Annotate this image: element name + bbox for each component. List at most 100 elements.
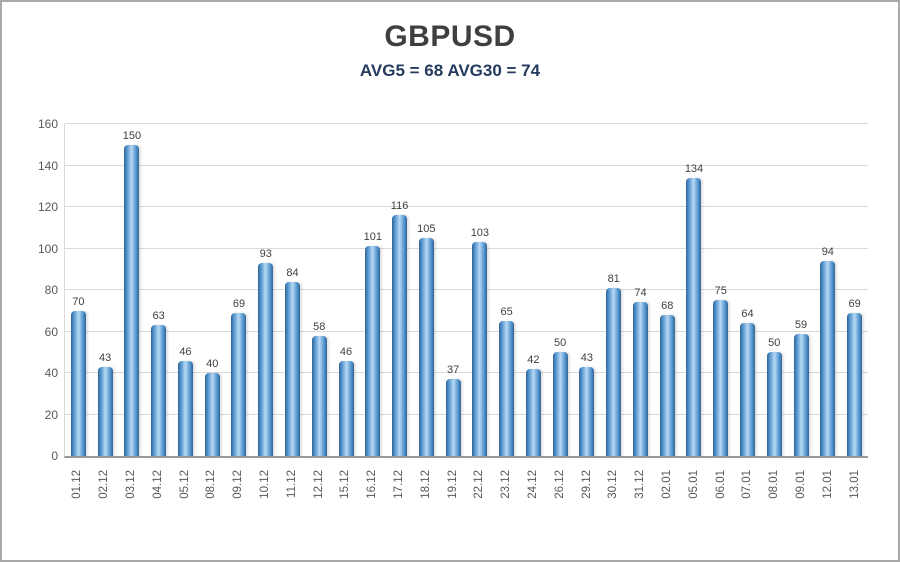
bars-container: 70 43 150 63 46 40 69 93 84 58 46 101 116 105 37 103 65 4… [65, 124, 868, 456]
x-label-slot: 04.12 [144, 464, 171, 544]
x-axis-tick-label: 09.12 [232, 470, 245, 499]
x-axis-tick-label: 01.12 [71, 470, 84, 499]
bar-value-label: 63 [152, 310, 165, 323]
x-axis-tick-label: 30.12 [607, 470, 620, 499]
y-axis-tick-label: 20 [44, 407, 58, 422]
bar-slot: 150 [119, 124, 146, 456]
gridline [65, 330, 868, 332]
bar-slot: 101 [359, 124, 386, 456]
bar-slot: 93 [252, 124, 279, 456]
x-label-slot: 07.01 [734, 464, 761, 544]
bar-02.01 [659, 314, 675, 456]
bar-02.12 [97, 366, 113, 456]
gridline [65, 289, 868, 290]
x-axis-tick-label: 07.01 [741, 470, 754, 499]
bar-value-label: 70 [72, 295, 85, 308]
bar-04.12 [151, 325, 167, 456]
bar-slot: 75 [707, 124, 734, 456]
bar-slot: 105 [413, 124, 440, 456]
y-axis-tick-label: 40 [44, 366, 58, 380]
bar-value-label: 43 [580, 351, 594, 364]
bar-value-label: 93 [259, 248, 272, 261]
x-axis-tick-label: 11.12 [285, 470, 298, 498]
x-axis-tick-label: 22.12 [473, 470, 486, 499]
bar-16.12 [365, 246, 381, 456]
bar-09.01 [793, 333, 809, 456]
bar-12.12 [311, 335, 327, 456]
bar-value-label: 46 [179, 345, 192, 358]
x-axis-tick-label: 04.12 [151, 470, 164, 499]
x-label-slot: 17.12 [386, 464, 413, 544]
bar-value-label: 65 [500, 306, 513, 319]
x-axis-tick-label: 16.12 [366, 470, 379, 499]
x-axis-tick-label: 08.12 [205, 470, 218, 499]
bar-05.01 [686, 177, 702, 456]
x-axis-tick-label: 17.12 [392, 470, 405, 499]
bar-08.01 [766, 352, 782, 456]
x-axis-tick-label: 19.12 [446, 470, 459, 499]
x-label-slot: 05.12 [171, 464, 198, 544]
bar-07.01 [740, 323, 756, 456]
x-axis-tick-label: 05.12 [178, 470, 191, 499]
bar-slot: 37 [440, 124, 467, 456]
x-label-slot: 01.12 [64, 464, 91, 544]
x-label-slot: 11.12 [278, 464, 305, 544]
bar-26.12 [552, 352, 568, 456]
bar-slot: 65 [493, 124, 520, 456]
bar-value-label: 46 [339, 345, 353, 358]
gridline [65, 413, 868, 415]
x-label-slot: 03.12 [118, 464, 145, 544]
bar-31.12 [632, 302, 648, 456]
y-axis-tick-label: 100 [37, 241, 58, 256]
x-label-slot: 29.12 [573, 464, 600, 544]
bar-slot: 94 [814, 124, 841, 456]
x-label-slot: 08.01 [761, 464, 788, 544]
bar-29.12 [579, 366, 595, 456]
x-label-slot: 12.01 [814, 464, 841, 544]
bar-slot: 42 [520, 124, 547, 456]
x-axis-tick-label: 05.01 [687, 470, 700, 499]
x-label-slot: 09.01 [788, 464, 815, 544]
y-axis-tick-label: 120 [37, 200, 58, 214]
x-label-slot: 31.12 [627, 464, 654, 544]
bar-value-label: 101 [363, 231, 382, 244]
x-label-slot: 12.12 [305, 464, 332, 544]
bar-slot: 69 [226, 124, 253, 456]
bar-value-label: 84 [286, 266, 299, 279]
x-axis-tick-label: 12.01 [821, 470, 834, 499]
bar-value-label: 116 [390, 200, 409, 213]
x-axis-tick-label: 29.12 [580, 470, 593, 499]
bar-03.12 [124, 144, 140, 456]
x-axis-tick-label: 26.12 [553, 470, 566, 499]
x-label-slot: 19.12 [439, 464, 466, 544]
bar-value-label: 59 [794, 318, 808, 331]
bar-08.12 [204, 373, 220, 456]
x-label-slot: 02.12 [91, 464, 118, 544]
x-label-slot: 05.01 [680, 464, 707, 544]
bar-value-label: 50 [554, 337, 567, 350]
gridline [65, 247, 868, 249]
x-axis-tick-label: 12.12 [312, 470, 325, 499]
bar-slot: 43 [574, 124, 601, 456]
bar-value-label: 40 [206, 358, 219, 370]
bar-value-label: 42 [527, 353, 540, 366]
bar-value-label: 75 [714, 285, 727, 298]
bar-value-label: 103 [470, 227, 490, 240]
x-label-slot: 13.01 [841, 464, 868, 544]
bar-value-label: 134 [684, 162, 704, 175]
bar-slot: 103 [466, 124, 493, 456]
bar-12.01 [820, 260, 836, 456]
bar-19.12 [445, 379, 461, 456]
y-axis-tick-label: 160 [37, 117, 58, 131]
bar-15.12 [338, 360, 354, 456]
x-label-slot: 02.01 [654, 464, 681, 544]
bar-01.12 [70, 310, 86, 456]
bar-value-label: 58 [313, 320, 326, 333]
x-label-slot: 23.12 [493, 464, 520, 544]
x-axis-tick-label: 31.12 [634, 470, 647, 499]
gridline [65, 123, 868, 124]
chart-title: GBPUSD [384, 20, 516, 53]
bar-slot: 58 [306, 124, 333, 456]
y-axis-tick-label: 140 [37, 158, 58, 173]
bar-10.12 [258, 263, 274, 456]
